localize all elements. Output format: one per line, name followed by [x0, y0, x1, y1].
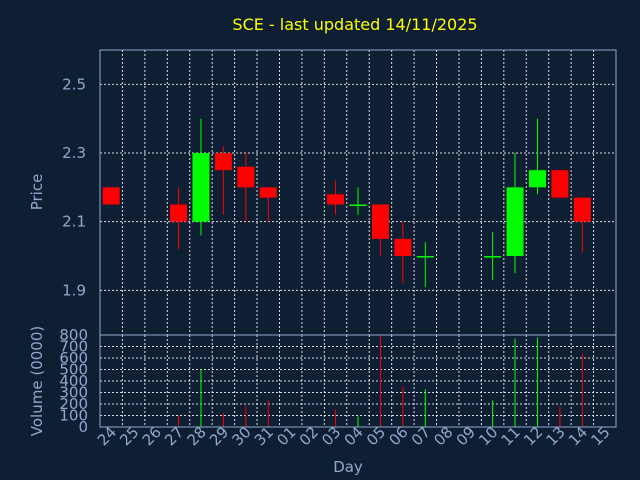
candle-body — [349, 204, 367, 207]
candle-body — [551, 170, 569, 198]
volume-tick-label: 300 — [59, 384, 88, 402]
volume-tick-label: 700 — [59, 338, 88, 356]
candle-body — [214, 153, 232, 171]
candle-body — [192, 153, 210, 222]
candle-body — [170, 204, 188, 222]
volume-tick-label: 200 — [59, 395, 88, 413]
chart-title: SCE - last updated 14/11/2025 — [232, 15, 477, 34]
volume-tick-label: 500 — [59, 361, 88, 379]
candle-body — [416, 256, 434, 258]
candle-body — [573, 197, 591, 222]
candle-body — [371, 204, 389, 239]
candle-body — [102, 187, 120, 205]
candle-body — [259, 187, 277, 198]
price-axis-label: Price — [28, 174, 46, 211]
candle-body — [237, 166, 255, 188]
price-tick-label: 1.9 — [62, 281, 86, 299]
candle-body — [327, 194, 345, 205]
candle-body — [506, 187, 524, 257]
price-tick-label: 2.5 — [62, 75, 86, 93]
volume-tick-label: 400 — [59, 372, 88, 390]
volume-tick-label: 0 — [78, 418, 88, 436]
price-tick-label: 2.3 — [62, 144, 86, 162]
volume-tick-label: 800 — [59, 326, 88, 344]
candle-body — [394, 238, 412, 257]
x-axis-label: Day — [333, 458, 363, 476]
candle-body — [484, 256, 502, 258]
volume-tick-label: 600 — [59, 349, 88, 367]
volume-axis-label: Volume (0000) — [28, 326, 46, 436]
volume-tick-label: 100 — [59, 407, 88, 425]
price-tick-label: 2.1 — [62, 213, 86, 231]
candle-body — [528, 170, 546, 188]
volume-panel-frame — [99, 334, 617, 428]
